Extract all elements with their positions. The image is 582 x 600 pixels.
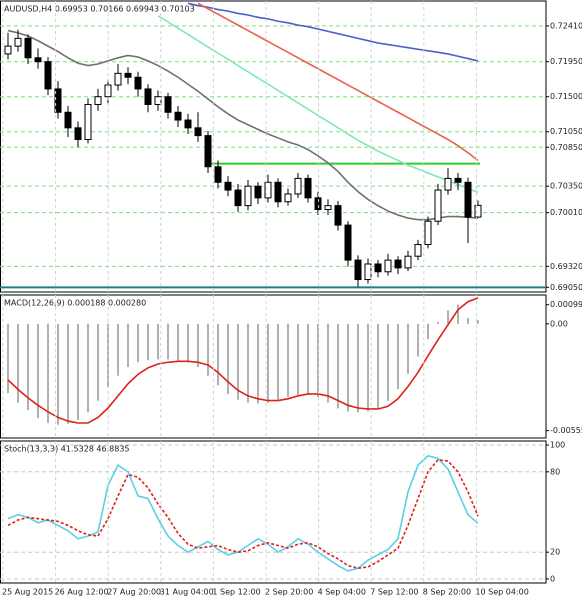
x-tick-label: 10 Sep 04:00: [475, 588, 528, 597]
candle-body: [224, 181, 232, 191]
candle-body: [394, 259, 402, 269]
candle-body: [444, 177, 452, 191]
candle-body: [284, 193, 292, 203]
x-tick-label: 4 Sep 04:00: [318, 588, 366, 597]
candle-body: [264, 181, 272, 199]
panel-title: AUDUSD,H4 0.69953 0.70166 0.69943 0.7010…: [4, 5, 195, 14]
candle-body: [44, 61, 52, 90]
candle-body: [184, 119, 192, 129]
candle-body: [214, 166, 222, 183]
y-tick-label: 0.70850: [550, 143, 582, 152]
y-tick-label: 80: [550, 467, 560, 476]
y-tick-label: 20: [550, 548, 560, 557]
candle-body: [294, 177, 302, 195]
y-tick-label: 0.000994: [550, 300, 582, 309]
candle-body: [374, 263, 382, 273]
y-tick-label: -0.005555: [550, 426, 582, 435]
indicator-line: [157, 15, 479, 194]
y-tick-label: 0.71950: [550, 57, 582, 66]
candle-body: [464, 181, 472, 218]
candle-body: [194, 127, 202, 137]
candle-body: [244, 185, 252, 207]
candle-body: [474, 204, 482, 218]
y-tick-label: 0.00: [550, 319, 568, 328]
y-tick-label: 0.69050: [550, 283, 582, 292]
candle-body: [364, 263, 372, 281]
x-tick-label: 31 Aug 04:00: [160, 588, 214, 597]
candle-body: [164, 96, 172, 113]
panel-frame: [0, 440, 547, 584]
candle-body: [314, 197, 322, 211]
candle-body: [124, 72, 132, 78]
candle-body: [74, 127, 82, 140]
panel-frame: [0, 0, 547, 293]
candle-body: [274, 181, 282, 203]
y-tick-label: 0.72410: [550, 21, 582, 30]
candle-body: [154, 96, 162, 105]
candle-body: [204, 135, 212, 168]
candle-body: [84, 103, 92, 140]
indicator-line: [7, 454, 479, 572]
candle-body: [454, 177, 462, 183]
indicator-line: [7, 297, 479, 424]
candle-body: [64, 111, 72, 129]
panel-title: Stoch(13,3,3) 41.5328 46.8835: [4, 445, 130, 454]
candle-body: [134, 76, 142, 90]
y-tick-label: 0.69320: [550, 262, 582, 271]
candle-body: [94, 96, 102, 105]
candle-body: [334, 205, 342, 226]
y-tick-label: 0.70010: [550, 208, 582, 217]
indicator-line: [187, 2, 479, 62]
candle-body: [404, 255, 412, 269]
x-tick-label: 1 Sep 12:00: [212, 588, 260, 597]
candle-body: [114, 72, 122, 86]
x-tick-label: 26 Aug 12:00: [55, 588, 109, 597]
candle-body: [234, 189, 242, 207]
y-tick-label: 0.71050: [550, 127, 582, 136]
panel-title: MACD(12,26,9) 0.000188 0.000280: [4, 299, 146, 308]
y-tick-label: 0.71500: [550, 92, 582, 101]
y-tick-label: 0.70350: [550, 182, 582, 191]
candle-body: [34, 57, 42, 63]
candle-body: [354, 259, 362, 281]
indicator-line: [7, 29, 479, 221]
x-tick-label: 27 Aug 20:00: [107, 588, 161, 597]
candle-body: [344, 224, 352, 261]
candle-body: [324, 205, 332, 211]
y-tick-label: 0: [550, 574, 555, 583]
x-tick-label: 7 Sep 12:00: [370, 588, 418, 597]
candle-body: [414, 244, 422, 257]
candle-body: [254, 185, 262, 199]
y-tick-label: 100: [550, 441, 565, 450]
x-tick-label: 8 Sep 20:00: [423, 588, 471, 597]
candle-body: [304, 177, 312, 199]
x-tick-label: 2 Sep 20:00: [265, 588, 313, 597]
candle-body: [24, 37, 32, 59]
panel-frame: [0, 294, 547, 439]
indicator-line: [197, 2, 479, 162]
candle-body: [384, 259, 392, 273]
candle-body: [14, 37, 22, 47]
x-tick-label: 25 Aug 2015: [2, 588, 53, 597]
candle-body: [54, 88, 62, 113]
candle-body: [424, 220, 432, 246]
candle-body: [434, 189, 442, 222]
candle-body: [174, 111, 182, 121]
candle-body: [144, 88, 152, 105]
candle-body: [4, 45, 12, 55]
